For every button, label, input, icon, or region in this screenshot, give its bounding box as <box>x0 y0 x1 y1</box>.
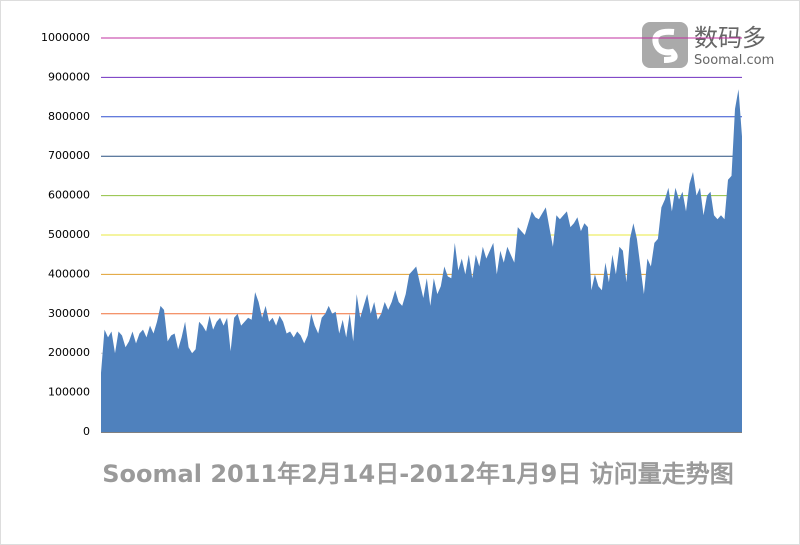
logo: 数码多 Soomal.com <box>642 22 774 68</box>
y-tick-label: 200000 <box>48 346 90 359</box>
y-tick-label: 100000 <box>48 386 90 399</box>
y-tick-label: 400000 <box>48 267 90 280</box>
logo-mark <box>652 28 678 63</box>
chart-title: Soomal 2011年2月14日-2012年1月9日 访问量走势图 <box>102 460 733 488</box>
y-tick-label: 700000 <box>48 149 90 162</box>
area <box>101 89 742 432</box>
y-tick-label: 0 <box>83 425 90 438</box>
logo-site: Soomal.com <box>694 53 774 68</box>
y-tick-label: 600000 <box>48 189 90 202</box>
y-tick-label: 1000000 <box>41 31 90 44</box>
y-tick-label: 800000 <box>48 110 90 123</box>
y-tick-label: 900000 <box>48 70 90 83</box>
y-tick-label: 300000 <box>48 307 90 320</box>
y-tick-label: 500000 <box>48 228 90 241</box>
